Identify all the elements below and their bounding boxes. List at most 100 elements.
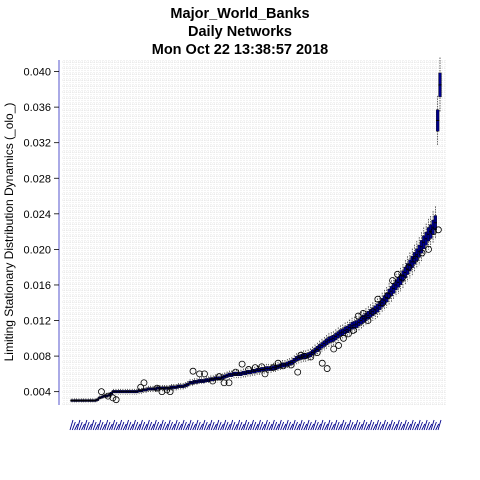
outlier-point	[163, 386, 171, 394]
x-tick-mark	[275, 423, 280, 431]
x-tick-mark	[120, 421, 125, 431]
x-tick-mark	[176, 421, 180, 431]
x-tick-mark	[220, 423, 224, 431]
x-tick-mark	[90, 419, 95, 431]
x-tick-mark	[231, 421, 236, 431]
x-tick-mark	[405, 421, 410, 431]
x-tick-mark	[118, 419, 123, 431]
outlier-point	[238, 360, 246, 368]
outlier-point	[261, 370, 269, 378]
x-tick-mark	[379, 423, 384, 431]
x-tick-mark	[342, 421, 347, 431]
x-tick-mark	[263, 419, 268, 431]
outlier-point	[109, 394, 117, 402]
outlier-point	[425, 245, 432, 253]
x-tick-mark	[69, 419, 74, 431]
outlier-point	[158, 388, 166, 396]
x-tick-mark	[386, 423, 391, 431]
x-tick-mark	[312, 419, 317, 431]
x-tick-mark	[372, 423, 377, 431]
x-tick-mark	[210, 421, 215, 431]
x-tick-mark	[305, 419, 310, 431]
x-tick-mark	[321, 421, 326, 431]
outlier-point	[318, 359, 326, 367]
x-tick-mark	[125, 419, 129, 431]
box-50	[186, 381, 190, 388]
outlier-point	[349, 326, 357, 334]
box-11	[95, 397, 100, 402]
x-tick-mark	[270, 419, 275, 431]
outlier-point	[269, 364, 277, 372]
outlier-point	[98, 388, 105, 396]
x-tick-mark	[148, 421, 153, 431]
x-tick-mark	[395, 419, 400, 431]
x-tick-mark	[247, 423, 252, 431]
x-tick-mark	[382, 419, 386, 431]
x-tick-mark	[358, 423, 363, 431]
y-tick-label: 0.024	[23, 209, 51, 221]
outlier-point	[112, 396, 120, 404]
x-tick-mark	[99, 421, 104, 431]
x-tick-mark	[428, 423, 433, 431]
outlier-point	[140, 379, 148, 387]
outlier-point	[330, 345, 338, 353]
x-tick-mark	[113, 421, 118, 431]
x-tick-mark	[314, 421, 319, 431]
outlier-point	[104, 392, 112, 400]
outlier-point	[196, 370, 203, 378]
outlier-point	[418, 249, 426, 257]
x-tick-mark	[368, 419, 372, 431]
x-tick-mark	[277, 419, 282, 431]
x-tick-mark	[257, 419, 261, 431]
x-axis	[69, 419, 442, 431]
outlier-point	[359, 310, 367, 317]
x-tick-mark	[182, 421, 187, 431]
x-tick-mark	[400, 423, 405, 431]
x-tick-mark	[310, 423, 315, 431]
outlier-point	[251, 364, 259, 372]
x-tick-mark	[132, 419, 136, 431]
y-tick-label: 0.008	[23, 351, 51, 363]
outlier-point	[379, 299, 387, 307]
x-tick-mark	[354, 419, 359, 431]
x-tick-mark	[435, 423, 440, 431]
x-tick-mark	[78, 421, 83, 431]
outlier-point	[245, 366, 253, 373]
outlier-point	[215, 373, 223, 380]
chart-title: Major_World_Banks	[170, 6, 310, 22]
outlier-point	[405, 263, 413, 271]
x-tick-mark	[201, 419, 206, 431]
x-tick-mark	[250, 419, 254, 431]
x-tick-mark	[317, 423, 322, 431]
x-tick-mark	[187, 419, 192, 431]
x-tick-mark	[111, 419, 116, 431]
x-tick-mark	[162, 421, 166, 431]
outlier-point	[225, 379, 233, 387]
x-tick-mark	[76, 419, 81, 431]
x-tick-mark	[95, 423, 99, 431]
y-tick-label: 0.012	[23, 316, 51, 328]
y-tick-label: 0.004	[23, 387, 51, 399]
x-tick-mark	[85, 421, 90, 431]
x-tick-mark	[398, 421, 403, 431]
outlier-point	[340, 334, 347, 342]
x-tick-mark	[71, 421, 76, 431]
x-tick-mark	[254, 423, 259, 431]
x-tick-mark	[363, 421, 368, 431]
y-axis-title: Limiting Stationary Distribution Dynamic…	[2, 103, 16, 362]
x-tick-mark	[268, 423, 273, 431]
x-tick-mark	[356, 421, 361, 431]
x-tick-mark	[416, 419, 421, 431]
x-tick-mark	[345, 423, 349, 431]
outlier-point	[389, 277, 396, 284]
outlier-point	[345, 330, 352, 338]
x-tick-mark	[81, 423, 85, 431]
x-tick-mark	[134, 421, 139, 431]
x-tick-mark	[432, 421, 437, 431]
x-tick-mark	[261, 423, 266, 431]
x-tick-mark	[157, 423, 162, 431]
outlier-point	[297, 351, 305, 359]
x-tick-mark	[224, 421, 229, 431]
outlier-point	[323, 365, 331, 372]
